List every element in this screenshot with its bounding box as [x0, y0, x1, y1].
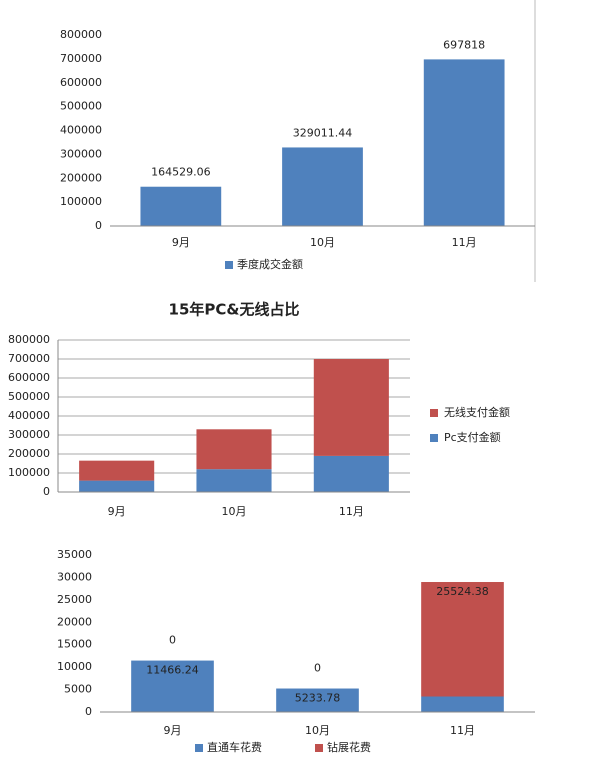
data-label: 329011.44	[293, 126, 353, 139]
data-label: 0	[314, 662, 321, 675]
legend-label: 季度成交金额	[237, 257, 303, 271]
legend-swatch	[195, 744, 203, 752]
y-tick-label: 30000	[57, 570, 92, 583]
x-tick-label: 10月	[305, 724, 330, 737]
x-tick-label: 11月	[339, 505, 364, 518]
data-label: 697818	[443, 38, 485, 51]
y-tick-label: 500000	[60, 100, 102, 113]
data-label: 25524.38	[436, 585, 489, 598]
bar	[196, 429, 272, 470]
x-tick-label: 11月	[450, 724, 475, 737]
bar	[140, 186, 222, 226]
chart-title: 15年PC&无线占比	[169, 301, 300, 319]
bar	[276, 688, 359, 712]
bar	[421, 696, 504, 712]
data-label: 11466.24	[146, 664, 199, 677]
x-tick-label: 9月	[164, 724, 182, 737]
bar	[313, 455, 389, 492]
y-tick-label: 100000	[8, 466, 50, 479]
legend-label: Pc支付金额	[444, 430, 501, 444]
bar	[282, 147, 363, 226]
data-label: 5233.78	[295, 692, 341, 705]
y-tick-label: 600000	[8, 371, 50, 384]
y-tick-label: 400000	[60, 124, 102, 137]
bar	[313, 359, 389, 456]
y-tick-label: 600000	[60, 76, 102, 89]
y-tick-label: 25000	[57, 593, 92, 606]
legend-label: 直通车花费	[207, 740, 262, 754]
y-tick-label: 10000	[57, 660, 92, 673]
legend-swatch	[225, 261, 233, 269]
legend-swatch	[430, 434, 438, 442]
x-tick-label: 10月	[310, 236, 335, 249]
legend-swatch	[315, 744, 323, 752]
y-tick-label: 20000	[57, 615, 92, 628]
legend-swatch	[430, 409, 438, 417]
x-tick-label: 9月	[108, 505, 126, 518]
y-tick-label: 700000	[8, 352, 50, 365]
bar	[423, 59, 505, 227]
y-tick-label: 0	[95, 219, 102, 232]
legend-label: 无线支付金额	[444, 405, 510, 419]
y-tick-label: 400000	[8, 409, 50, 422]
bar	[421, 582, 504, 697]
y-tick-label: 800000	[8, 333, 50, 346]
y-tick-label: 0	[43, 485, 50, 498]
y-tick-label: 15000	[57, 638, 92, 651]
y-tick-label: 0	[85, 705, 92, 718]
y-tick-label: 100000	[60, 195, 102, 208]
y-tick-label: 5000	[64, 683, 92, 696]
y-tick-label: 300000	[8, 428, 50, 441]
bar	[131, 660, 214, 712]
bar	[196, 469, 272, 492]
bar	[79, 480, 155, 492]
data-label: 0	[169, 634, 176, 647]
y-tick-label: 700000	[60, 52, 102, 65]
legend-label: 钻展花费	[327, 740, 371, 754]
y-tick-label: 500000	[8, 390, 50, 403]
y-tick-label: 300000	[60, 147, 102, 160]
x-tick-label: 10月	[222, 505, 247, 518]
data-label: 164529.06	[151, 166, 211, 179]
x-tick-label: 11月	[452, 236, 477, 249]
y-tick-label: 35000	[57, 548, 92, 561]
x-tick-label: 9月	[172, 236, 190, 249]
y-tick-label: 200000	[8, 447, 50, 460]
y-tick-label: 800000	[60, 28, 102, 41]
bar	[79, 460, 155, 481]
y-tick-label: 200000	[60, 171, 102, 184]
